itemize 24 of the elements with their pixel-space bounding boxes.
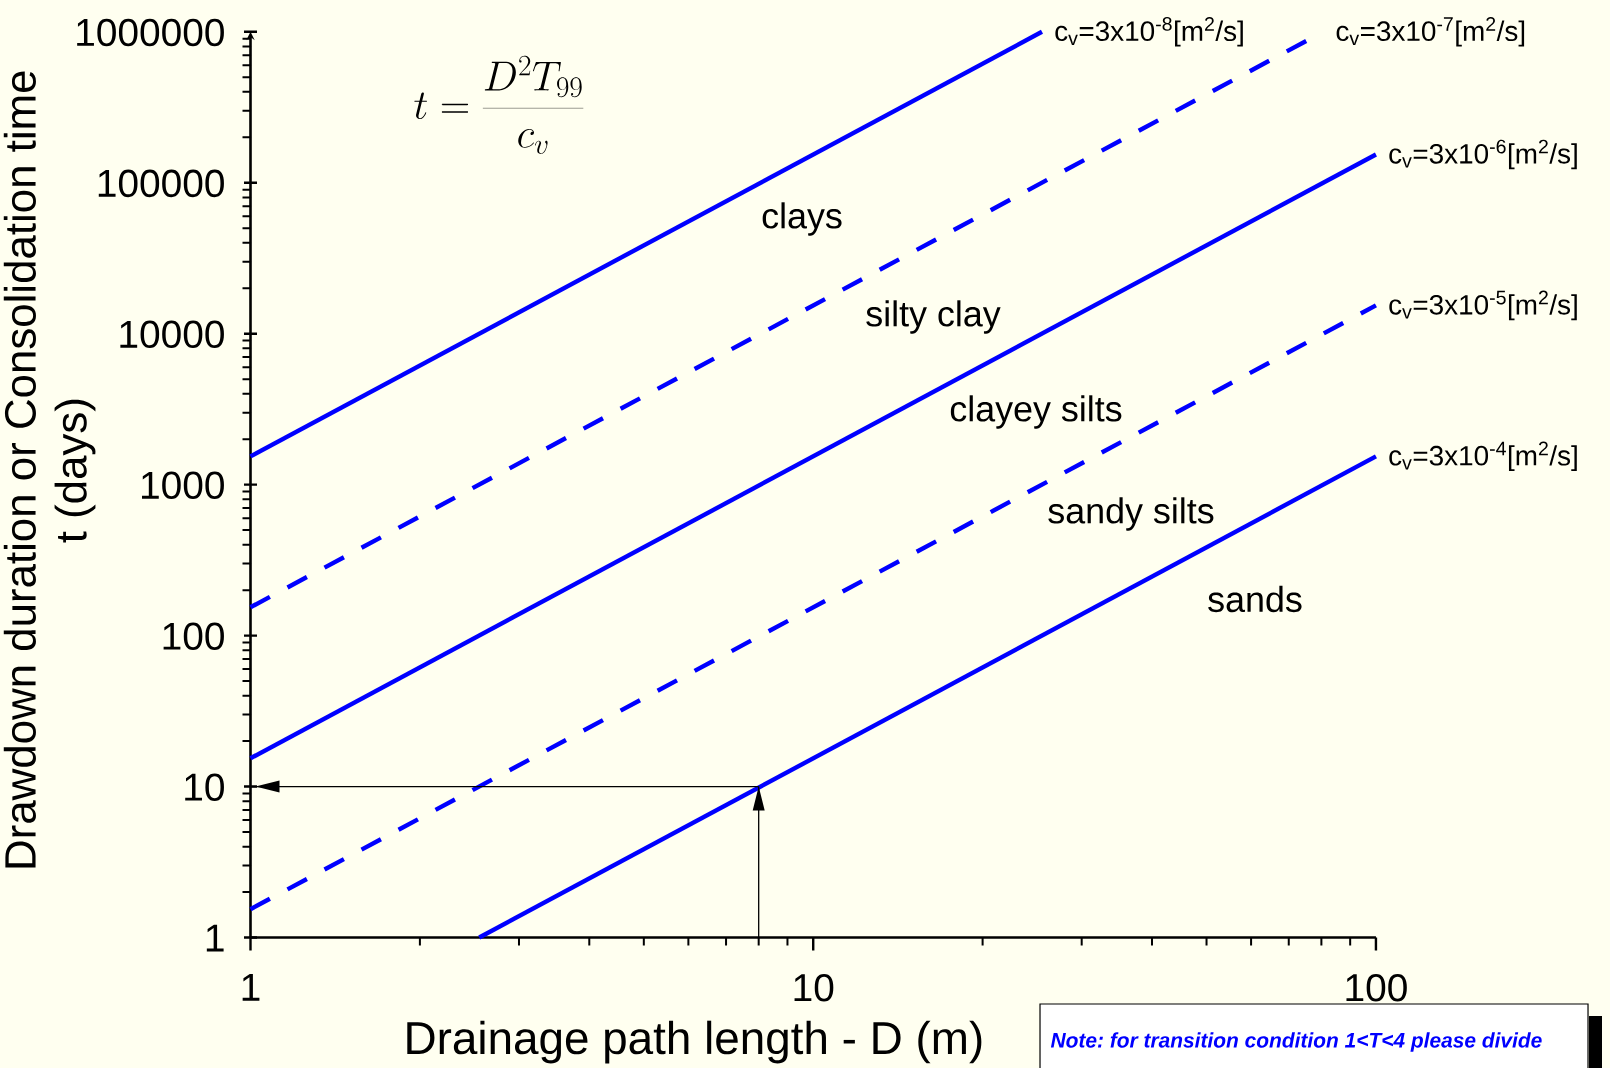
y-tick-label: 1 — [206, 924, 224, 952]
annotation: sands — [1208, 585, 1302, 613]
annotation: clays — [762, 202, 842, 236]
y-tick-label: 1000 — [142, 471, 224, 500]
y-axis-title: Drawdown duration or Consolidation time t (days) — [3, 71, 96, 868]
x-tick-label: 1 — [242, 973, 260, 1001]
x-axis-title: Drainage path length - D (m) — [407, 1020, 982, 1064]
series-label: c$_{v}$=3x10$^{-6}$[m$^{2}$/s] — [1389, 139, 1577, 170]
annotation: $t=\frac{D^{2}T_{99}}{c_{v}}$ — [414, 55, 584, 154]
annotation: sandy silts — [1048, 497, 1214, 531]
text: Note: for transition condition 1<T<4 please divide — [1050, 1032, 1542, 1052]
series-label: c$_{v}$=3x10$^{-7}$[m$^{2}$/s] — [1336, 17, 1525, 47]
y-tick-label: 100000 — [98, 169, 224, 198]
y-tick-label: 10000 — [120, 320, 224, 349]
y-tick-label: 100 — [163, 622, 224, 650]
series-label: c$_{v}$=3x10$^{-5}$[m$^{2}$/s] — [1389, 290, 1577, 321]
y-tick-label: 1000000 — [77, 18, 224, 47]
annotation: silty clay — [866, 300, 1001, 334]
series-label: c$_{v}$=3x10$^{-4}$[m$^{2}$/s] — [1389, 441, 1577, 472]
x-tick-label: 10 — [794, 973, 834, 1002]
annotation: clayey silts — [950, 395, 1122, 429]
y-tick-label: 10 — [185, 773, 224, 801]
x-tick-label: 100 — [1346, 973, 1407, 1002]
series-label: c$_{v}$=3x10$^{-8}$[m$^{2}$/s] — [1055, 17, 1243, 47]
